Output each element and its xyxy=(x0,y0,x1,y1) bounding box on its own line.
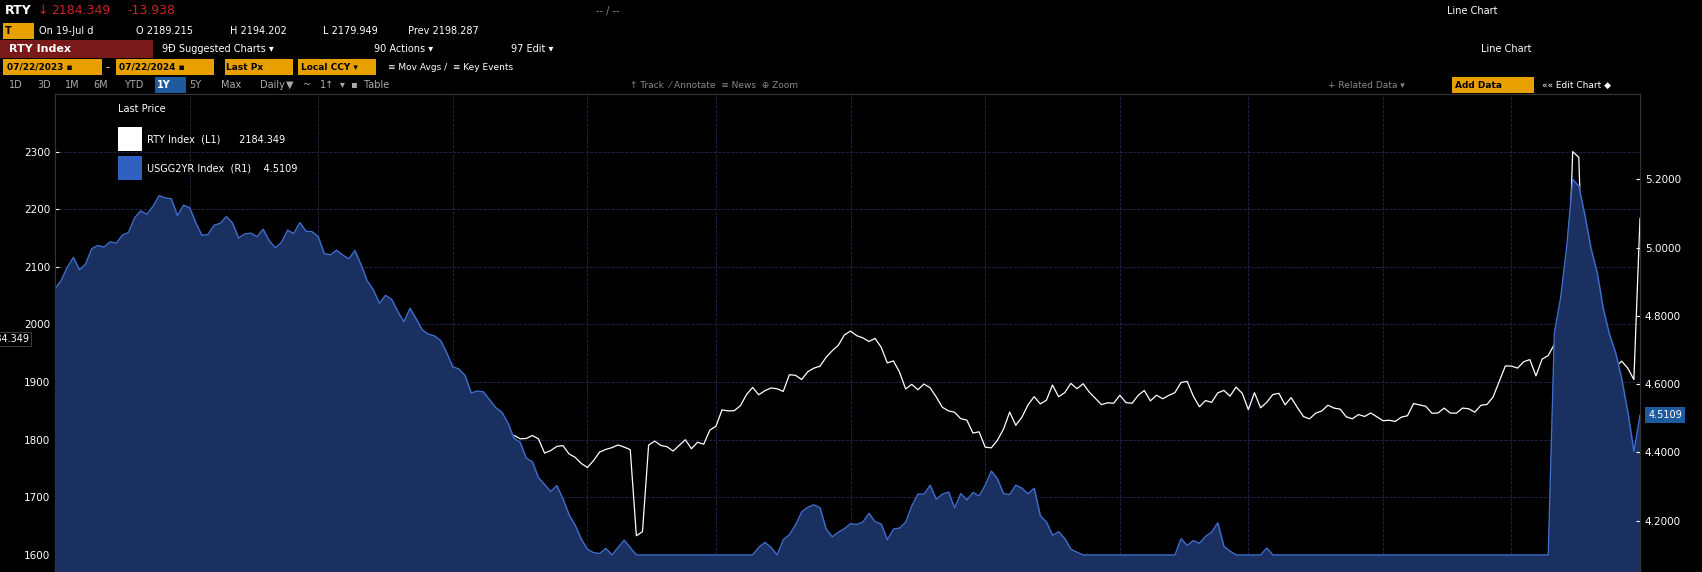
Text: ~: ~ xyxy=(303,80,311,90)
Bar xyxy=(298,59,376,75)
Bar xyxy=(225,59,293,75)
Text: 2184.349: 2184.349 xyxy=(0,333,29,344)
Text: + Related Data ▾: + Related Data ▾ xyxy=(1328,81,1404,89)
Bar xyxy=(155,77,186,93)
Text: Last Px: Last Px xyxy=(226,62,264,72)
Text: RTY: RTY xyxy=(5,5,32,18)
Text: Add Data: Add Data xyxy=(1455,81,1503,89)
Text: RTY Index: RTY Index xyxy=(9,44,70,54)
Text: USGG2YR Index  (R1)    4.5109: USGG2YR Index (R1) 4.5109 xyxy=(146,163,298,173)
Text: Last Price: Last Price xyxy=(119,104,167,114)
Text: T: T xyxy=(5,26,12,36)
Text: Prev 2198.287: Prev 2198.287 xyxy=(408,26,480,36)
Text: ↑ Track  ⁄ Annotate  ≡ News  ⊕ Zoom: ↑ Track ⁄ Annotate ≡ News ⊕ Zoom xyxy=(630,81,798,89)
Text: H 2194.202: H 2194.202 xyxy=(230,26,286,36)
Text: Line Chart: Line Chart xyxy=(1481,44,1532,54)
Text: -13.938: -13.938 xyxy=(128,5,175,18)
Bar xyxy=(1452,77,1534,93)
Text: ▾  ▪  Table: ▾ ▪ Table xyxy=(340,80,390,90)
Text: 1D: 1D xyxy=(9,80,22,90)
Bar xyxy=(3,23,34,39)
Text: -: - xyxy=(106,62,109,72)
Text: Local CCY ▾: Local CCY ▾ xyxy=(301,62,357,72)
Text: 1Y: 1Y xyxy=(157,80,170,90)
Text: 3D: 3D xyxy=(37,80,51,90)
Text: YTD: YTD xyxy=(124,80,143,90)
Text: 07/22/2024 ▪: 07/22/2024 ▪ xyxy=(119,62,186,72)
Text: RTY Index  (L1)      2184.349: RTY Index (L1) 2184.349 xyxy=(146,134,284,144)
Text: O 2189.215: O 2189.215 xyxy=(136,26,192,36)
Text: 97 Edit ▾: 97 Edit ▾ xyxy=(511,44,553,54)
Text: -- / --: -- / -- xyxy=(596,6,620,16)
Text: ▼: ▼ xyxy=(286,80,293,90)
Bar xyxy=(119,128,143,152)
Text: «« Edit Chart ◆: «« Edit Chart ◆ xyxy=(1542,81,1612,89)
Text: Max: Max xyxy=(221,80,242,90)
Text: ↓: ↓ xyxy=(37,5,48,18)
Text: 6M: 6M xyxy=(94,80,109,90)
Bar xyxy=(116,59,214,75)
Text: 4.5109: 4.5109 xyxy=(1648,410,1682,420)
Text: Line Chart: Line Chart xyxy=(1447,6,1498,16)
Text: 1M: 1M xyxy=(65,80,80,90)
Text: 2184.349: 2184.349 xyxy=(51,5,111,18)
Text: 1↑: 1↑ xyxy=(320,80,334,90)
Text: ≡ Mov Avgs /  ≡ Key Events: ≡ Mov Avgs / ≡ Key Events xyxy=(388,62,514,72)
Text: 07/22/2023 ▪: 07/22/2023 ▪ xyxy=(7,62,73,72)
Text: L 2179.949: L 2179.949 xyxy=(323,26,378,36)
Bar xyxy=(119,156,143,180)
Text: Daily: Daily xyxy=(260,80,286,90)
Text: 90 Actions ▾: 90 Actions ▾ xyxy=(374,44,434,54)
Text: 5Y: 5Y xyxy=(189,80,201,90)
Text: 9Ð Suggested Charts ▾: 9Ð Suggested Charts ▾ xyxy=(162,44,274,54)
Text: On 19-Jul d: On 19-Jul d xyxy=(39,26,94,36)
Bar xyxy=(3,59,102,75)
Bar xyxy=(0,40,153,58)
